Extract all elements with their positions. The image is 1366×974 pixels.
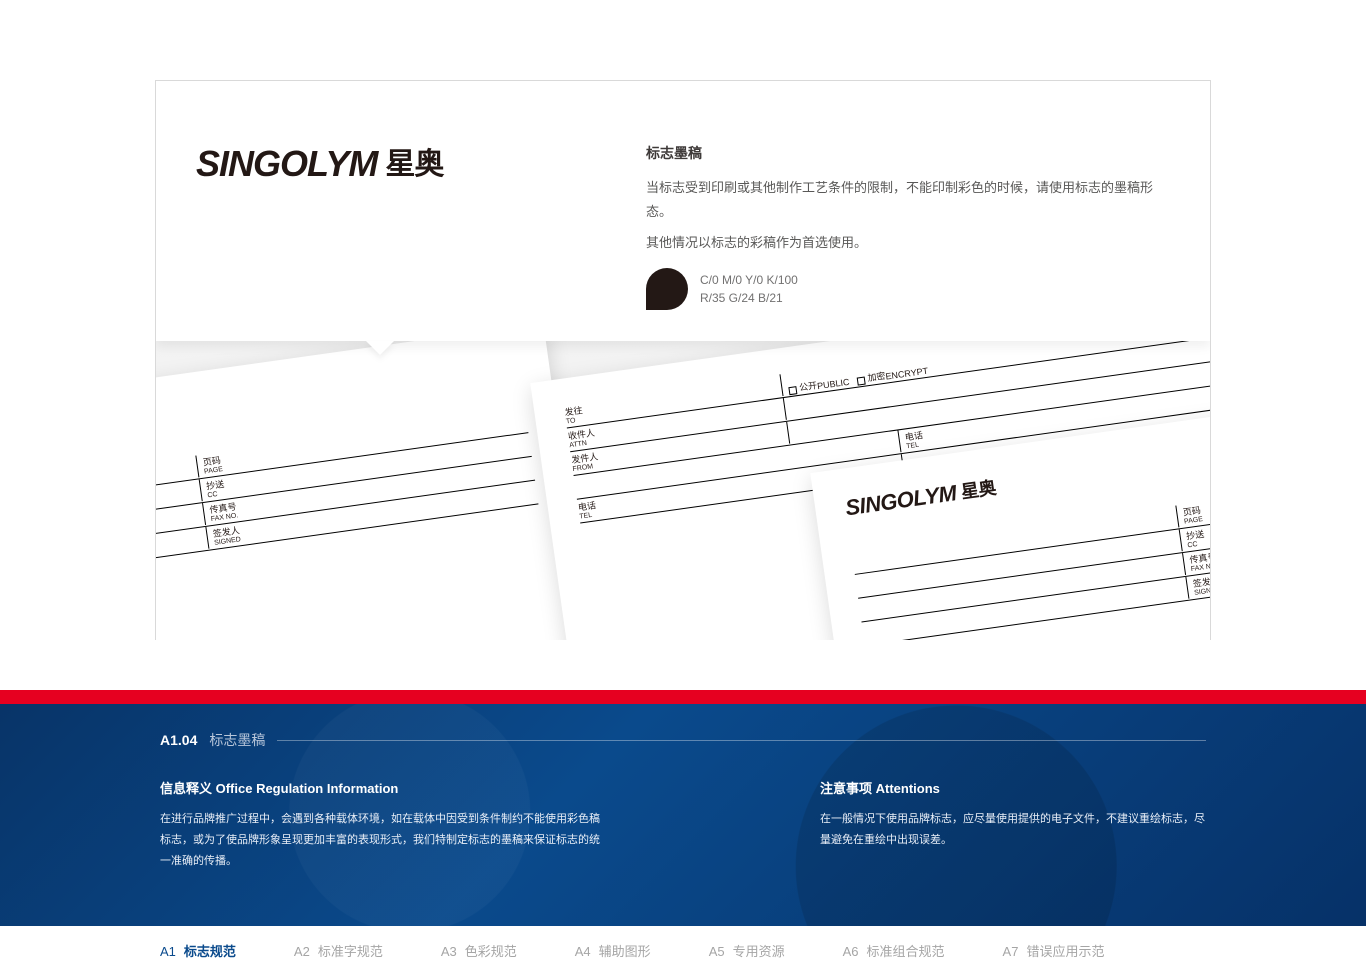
description-block: 标志墨稿 当标志受到印刷或其他制作工艺条件的限制，不能印制彩色的时候，请使用标志…	[646, 141, 1166, 310]
logo-latin: SINGOLYM	[196, 143, 377, 184]
section-code: A1.04	[160, 732, 197, 748]
red-divider	[0, 690, 1366, 704]
tab-a2[interactable]: A2 标准字规范	[294, 941, 383, 960]
logo-cn: 星奥	[385, 148, 443, 181]
tab-code: A6	[843, 944, 859, 959]
tab-code: A3	[441, 944, 457, 959]
tab-code: A2	[294, 944, 310, 959]
tab-label: 标志规范	[184, 941, 236, 960]
tab-label: 标准组合规范	[867, 941, 945, 960]
desc-paragraph-2: 其他情况以标志的彩稿作为首选使用。	[646, 231, 1166, 254]
design-canvas: SINGOLYM星奥 标志墨稿 当标志受到印刷或其他制作工艺条件的限制，不能印制…	[155, 80, 1211, 640]
tab-a5[interactable]: A5 专用资源	[709, 941, 785, 960]
info-body: 在进行品牌推广过程中，会遇到各种载体环境，如在载体中因受到条件制约不能使用彩色稿…	[160, 809, 600, 872]
attention-body: 在一般情况下使用品牌标志，应尽量使用提供的电子文件，不建议重绘标志，尽量避免在重…	[820, 809, 1206, 851]
tab-a7[interactable]: A7 错误应用示范	[1003, 941, 1105, 960]
swatch-cmyk: C/0 M/0 Y/0 K/100	[700, 271, 798, 289]
tabs-bar: A1标志规范A2标准字规范A3色彩规范A4辅助图形A5专用资源A6标准组合规范A…	[0, 926, 1366, 974]
tab-code: A5	[709, 944, 725, 959]
swatch-rgb: R/35 G/24 B/21	[700, 289, 798, 307]
attention-column: 注意事项 Attentions 在一般情况下使用品牌标志，应尽量使用提供的电子文…	[820, 778, 1206, 872]
color-swatch-row: C/0 M/0 Y/0 K/100 R/35 G/24 B/21	[646, 268, 1166, 310]
tab-code: A4	[575, 944, 591, 959]
desc-paragraph-1: 当标志受到印刷或其他制作工艺条件的限制，不能印制彩色的时候，请使用标志的墨稿形态…	[646, 176, 1166, 223]
swatch-values: C/0 M/0 Y/0 K/100 R/35 G/24 B/21	[700, 271, 798, 307]
tab-code: A7	[1003, 944, 1019, 959]
tab-code: A1	[160, 944, 176, 959]
section-name: 标志墨稿	[209, 730, 265, 750]
ink-swatch-icon	[646, 268, 688, 310]
tab-label: 辅助图形	[599, 941, 651, 960]
info-panel: SINGOLYM星奥 标志墨稿 当标志受到印刷或其他制作工艺条件的限制，不能印制…	[156, 81, 1210, 341]
tab-label: 专用资源	[733, 941, 785, 960]
tab-label: 错误应用示范	[1026, 941, 1104, 960]
attention-title: 注意事项 Attentions	[820, 778, 1206, 797]
footer: A1.04 标志墨稿 信息释义 Office Regulation Inform…	[0, 704, 1366, 974]
tab-a1[interactable]: A1 标志规范	[160, 941, 236, 960]
main-logo: SINGOLYM星奥	[196, 139, 443, 185]
tab-label: 色彩规范	[465, 941, 517, 960]
tab-a4[interactable]: A4 辅助图形	[575, 941, 651, 960]
tab-a6[interactable]: A6 标准组合规范	[843, 941, 945, 960]
tab-a3[interactable]: A3 色彩规范	[441, 941, 517, 960]
info-title: 信息释义 Office Regulation Information	[160, 778, 600, 797]
mockup-stage: SINGOLYM星奥 ENCRYPT 页码PAGE 抄送CC 传真号FAX NO…	[156, 341, 1210, 640]
divider-line	[277, 740, 1206, 741]
desc-title: 标志墨稿	[646, 141, 1166, 166]
form-fields: ENCRYPT 页码PAGE 抄送CC 传真号FAX NO. 电话TEL 签发人…	[156, 409, 538, 596]
info-column: 信息释义 Office Regulation Information 在进行品牌…	[160, 778, 600, 872]
section-header: A1.04 标志墨稿	[160, 730, 1206, 750]
tab-label: 标准字规范	[318, 941, 383, 960]
panel-pointer-icon	[366, 341, 394, 355]
